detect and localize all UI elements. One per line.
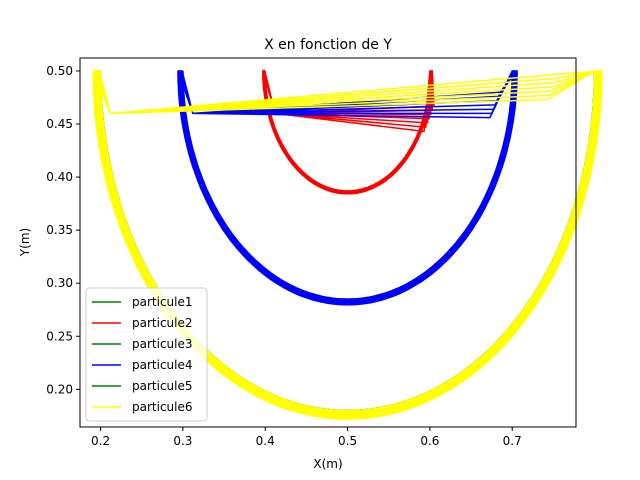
legend-label-particule4: particule4 bbox=[132, 358, 193, 372]
x-axis: 0.2 0.3 0.4 0.5 0.6 0.7 bbox=[91, 427, 522, 448]
x-tick-label: 0.6 bbox=[420, 434, 439, 448]
legend-label-particule6: particule6 bbox=[132, 400, 193, 414]
x-tick-label: 0.3 bbox=[173, 434, 192, 448]
legend-label-particule3: particule3 bbox=[132, 337, 193, 351]
y-axis: 0.20 0.25 0.30 0.35 0.40 0.45 0.50 bbox=[46, 64, 80, 396]
x-tick-label: 0.4 bbox=[256, 434, 275, 448]
y-tick-label: 0.50 bbox=[46, 64, 73, 78]
y-tick-label: 0.35 bbox=[46, 223, 73, 237]
x-axis-label: X(m) bbox=[313, 457, 342, 471]
y-tick-label: 0.40 bbox=[46, 170, 73, 184]
chart-title: X en fonction de Y bbox=[264, 37, 392, 53]
x-tick-label: 0.2 bbox=[91, 434, 110, 448]
series-line-particule2 bbox=[262, 70, 435, 195]
legend-label-particule1: particule1 bbox=[132, 295, 193, 309]
y-tick-label: 0.30 bbox=[46, 276, 73, 290]
legend: particule1 particule2 particule3 particule4… bbox=[85, 287, 208, 422]
x-tick-label: 0.5 bbox=[338, 434, 357, 448]
plot-frame bbox=[79, 57, 577, 428]
legend-label-particule2: particule2 bbox=[132, 316, 193, 330]
y-axis-label: Y(m) bbox=[18, 228, 32, 257]
y-tick-label: 0.20 bbox=[46, 382, 73, 396]
plot-lines bbox=[92, 70, 603, 420]
y-tick-label: 0.45 bbox=[46, 117, 73, 131]
legend-label-particule5: particule5 bbox=[132, 379, 193, 393]
x-tick-label: 0.7 bbox=[503, 434, 522, 448]
series-line-particule4 bbox=[177, 70, 518, 306]
y-tick-label: 0.25 bbox=[46, 329, 73, 343]
series-line-particule6 bbox=[92, 70, 603, 420]
legend-box bbox=[85, 287, 208, 422]
